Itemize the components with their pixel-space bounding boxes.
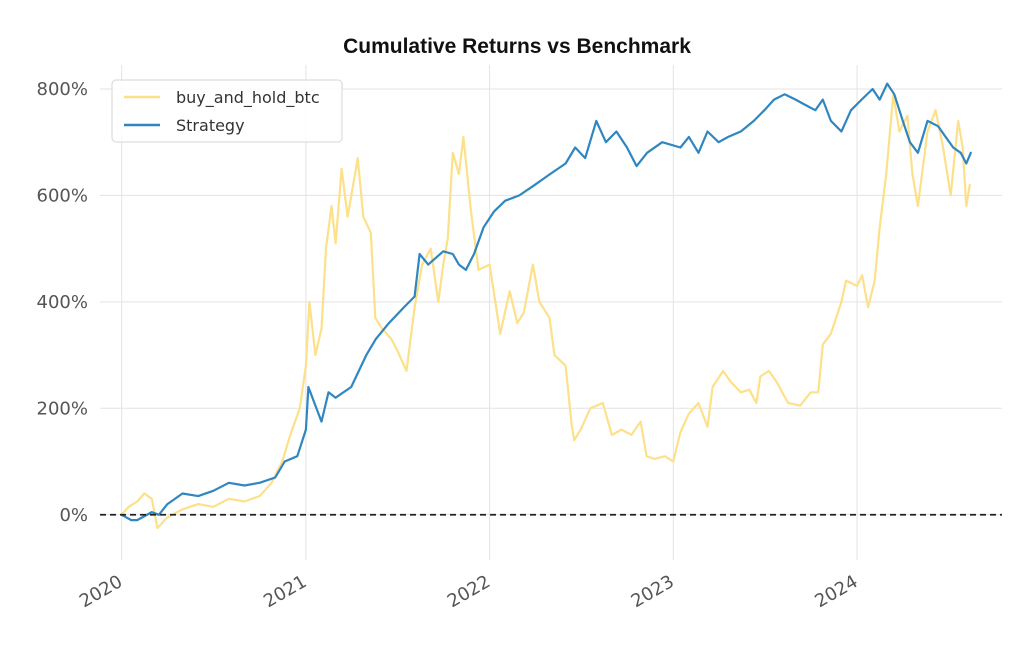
y-tick-label: 400%: [37, 292, 88, 313]
y-tick-label: 0%: [59, 505, 88, 526]
legend: buy_and_hold_btc Strategy: [111, 79, 343, 143]
y-tick-label: 200%: [37, 398, 88, 419]
series-line-strategy: [120, 82, 972, 522]
y-tick-label: 800%: [37, 79, 88, 100]
series-layer: [120, 82, 972, 530]
y-axis-ticks: 0% 200% 400% 600% 800%: [37, 79, 88, 526]
legend-label: buy_and_hold_btc: [176, 88, 320, 108]
legend-box: [111, 79, 343, 143]
series-line-buy-and-hold-btc: [120, 93, 971, 530]
chart-title: Cumulative Returns vs Benchmark: [343, 35, 691, 58]
y-tick-label: 600%: [37, 185, 88, 206]
legend-label: Strategy: [176, 116, 245, 135]
